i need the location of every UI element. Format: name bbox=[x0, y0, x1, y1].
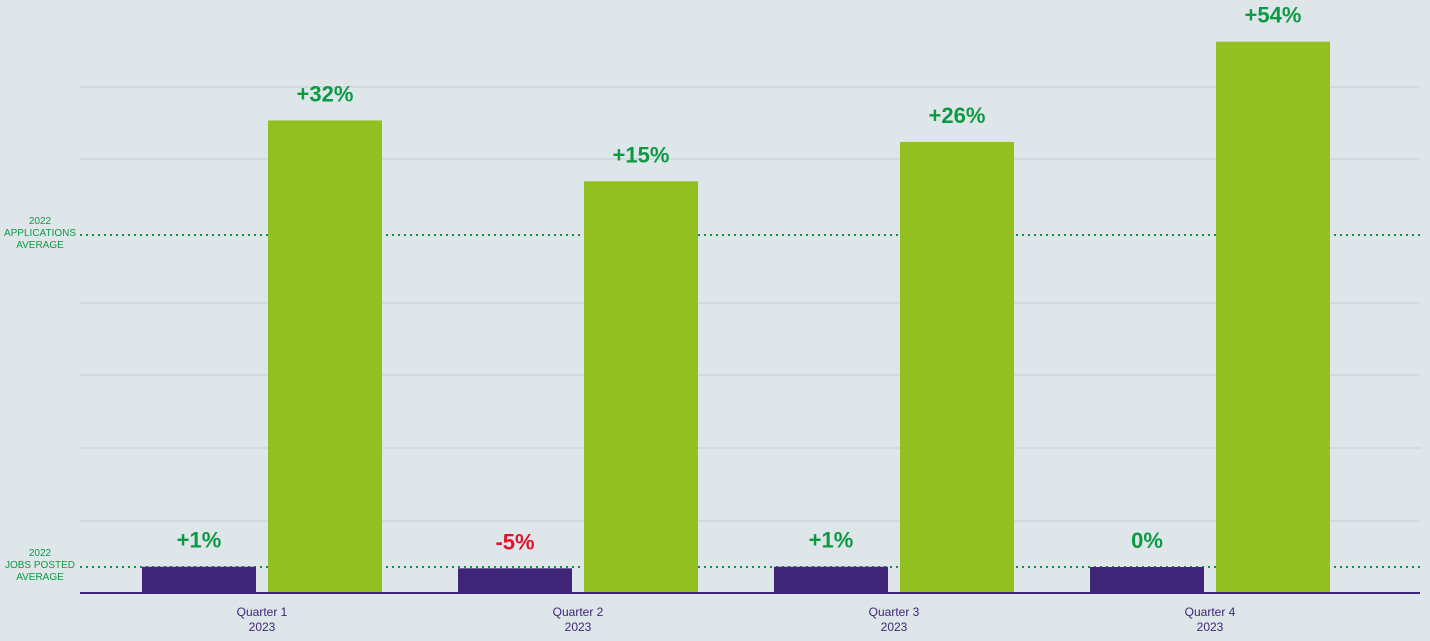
reference-line-label: AVERAGE bbox=[16, 572, 64, 583]
applications-change-label: +26% bbox=[929, 103, 986, 128]
applications-bar bbox=[584, 181, 698, 594]
jobs-posted-bar bbox=[1090, 567, 1204, 593]
x-tick-label: Quarter 4 bbox=[1185, 605, 1236, 619]
applications-bar bbox=[900, 141, 1014, 594]
x-tick-label: Quarter 1 bbox=[237, 605, 288, 619]
x-tick-label: Quarter 3 bbox=[869, 605, 920, 619]
reference-line-label: JOBS POSTED bbox=[5, 560, 75, 571]
x-tick-label: 2023 bbox=[565, 620, 592, 634]
reference-line-label: AVERAGE bbox=[16, 240, 64, 251]
jobs-posted-bar bbox=[458, 568, 572, 593]
jobs-posted-change-label: +1% bbox=[809, 528, 854, 553]
applications-bar bbox=[268, 120, 382, 593]
jobs-posted-bar bbox=[774, 566, 888, 593]
jobs-posted-change-label: -5% bbox=[495, 529, 534, 554]
x-tick-label: Quarter 2 bbox=[553, 605, 604, 619]
x-tick-label: 2023 bbox=[1197, 620, 1224, 634]
x-tick-label: 2023 bbox=[881, 620, 908, 634]
applications-change-label: +15% bbox=[613, 142, 670, 167]
jobs-posted-bar bbox=[142, 566, 256, 593]
applications-change-label: +54% bbox=[1245, 3, 1302, 28]
applications-change-label: +32% bbox=[297, 81, 354, 106]
jobs-posted-change-label: +1% bbox=[177, 528, 222, 553]
reference-line-label: 2022 bbox=[29, 548, 52, 559]
reference-line-label: 2022 bbox=[29, 216, 52, 227]
applications-bar bbox=[1216, 41, 1330, 594]
reference-line-label: APPLICATIONS bbox=[4, 228, 76, 239]
jobs-posted-change-label: 0% bbox=[1131, 528, 1163, 553]
x-tick-label: 2023 bbox=[249, 620, 276, 634]
